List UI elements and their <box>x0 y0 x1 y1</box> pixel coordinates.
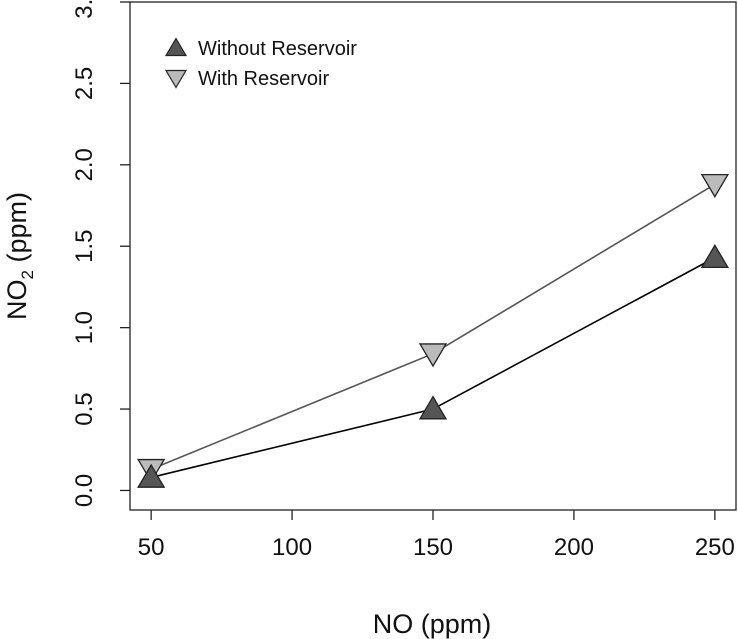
y-tick-label: 3.0 <box>71 0 98 19</box>
legend-label-with-reservoir: With Reservoir <box>198 68 329 90</box>
y-tick-label: 2.0 <box>71 148 98 181</box>
y-axis-title-subscript: 2 <box>18 270 37 279</box>
legend-marker-with-reservoir <box>164 69 188 89</box>
y-axis-title-main: NO <box>2 279 32 320</box>
y-axis-title: NO2 (ppm) <box>2 192 37 320</box>
y-tick-label: 0.0 <box>71 474 98 507</box>
y-tick-label: 1.0 <box>71 311 98 344</box>
series-line-without-reservoir <box>150 256 716 479</box>
without-reservoir-point <box>418 395 448 420</box>
legend-marker-without-reservoir <box>164 37 188 57</box>
without-reservoir-point <box>700 243 729 269</box>
without-reservoir-point <box>137 463 166 488</box>
y-axis-title-suffix: (ppm) <box>2 192 32 270</box>
y-tick-label: 1.5 <box>71 230 98 263</box>
x-axis-title: NO (ppm) <box>373 609 492 639</box>
with-reservoir-point <box>700 173 729 198</box>
legend-label-without-reservoir: Without Reservoir <box>198 38 357 60</box>
y-tick-label: 2.5 <box>71 67 98 100</box>
x-tick-label: 50 <box>138 534 165 561</box>
with-reservoir-point <box>418 343 448 368</box>
y-tick-label: 0.5 <box>71 392 98 425</box>
x-tick-label: 200 <box>554 534 594 561</box>
x-tick-label: 250 <box>695 534 735 561</box>
series-line-with-reservoir <box>150 183 716 471</box>
x-tick-label: 100 <box>272 534 312 561</box>
x-tick-label: 150 <box>413 534 453 561</box>
